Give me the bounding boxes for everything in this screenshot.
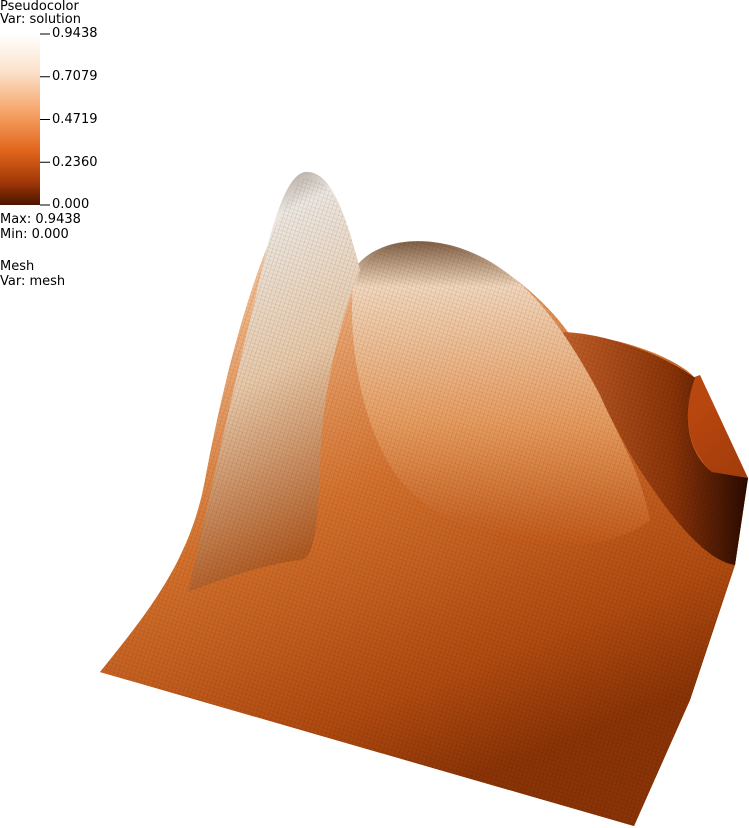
colorbar-tick-label: 0.2360: [52, 155, 98, 170]
legend-mesh-var: Var: mesh: [0, 274, 66, 289]
colorbar-gradient: [0, 34, 40, 205]
colorbar-tick-label: 0.000: [52, 197, 90, 212]
legend-min: Min: 0.000: [0, 227, 69, 242]
legend-variable: Var: solution: [0, 12, 81, 27]
colorbar-tick-label: 0.4719: [52, 112, 98, 127]
colorbar-tick-label: 0.9438: [52, 26, 98, 41]
colorbar-tick-label: 0.7079: [52, 69, 98, 84]
colorbar-ticks: [40, 33, 50, 206]
colorbar: [0, 33, 50, 206]
legend-mesh-title: Mesh: [0, 259, 35, 274]
surface-mesh-overlay: [100, 178, 748, 826]
legend-plot-type: Pseudocolor: [0, 0, 79, 14]
legend-max: Max: 0.9438: [0, 212, 81, 227]
surface-mesh: [100, 171, 748, 826]
